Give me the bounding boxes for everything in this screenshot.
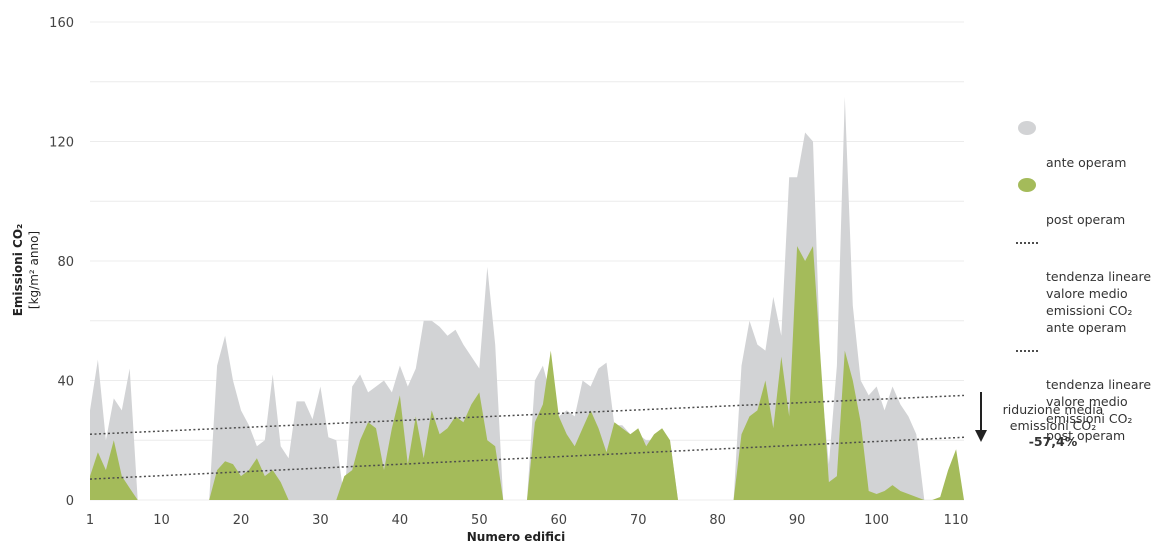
legend-label-trend-post: tendenza lineare valore medio emissioni … bbox=[1046, 377, 1152, 443]
x-tick-label: 80 bbox=[709, 513, 726, 528]
reduction-value: -57,4% bbox=[1028, 434, 1078, 449]
legend-label-post: post operam bbox=[1046, 212, 1126, 227]
x-tick-label: 30 bbox=[312, 513, 329, 528]
legend-item-post: post operam bbox=[1016, 177, 1167, 228]
y-tick-label: 160 bbox=[49, 16, 74, 31]
x-tick-label: 100 bbox=[864, 513, 889, 528]
y-tick-label: 0 bbox=[66, 494, 74, 509]
x-axis-title: Numero edifici bbox=[467, 530, 566, 544]
y-tick-label: 120 bbox=[49, 136, 74, 151]
trend-line-ante-operam bbox=[89, 394, 965, 436]
reduction-annotation: riduzione media emissioni CO₂ -57,4% bbox=[988, 386, 1118, 466]
x-tick-labels: 1 10 20 30 40 50 60 70 80 90 100 110 bbox=[86, 513, 969, 528]
trend-line-post-operam bbox=[89, 436, 965, 480]
legend: ante operam post operam tendenza lineare… bbox=[1016, 120, 1167, 450]
legend-item-trend-ante: tendenza lineare valore medio emissioni … bbox=[1016, 234, 1167, 336]
y-axis-title-group: Emissioni CO₂ [kg/m² anno] bbox=[11, 224, 41, 317]
x-tick-label: 90 bbox=[789, 513, 806, 528]
trend-lines bbox=[89, 394, 965, 480]
x-tick-label: 20 bbox=[233, 513, 250, 528]
y-tick-label: 80 bbox=[57, 255, 74, 270]
legend-label-ante: ante operam bbox=[1046, 155, 1127, 170]
legend-label-trend-ante: tendenza lineare valore medio emissioni … bbox=[1046, 269, 1152, 335]
x-tick-label: 40 bbox=[392, 513, 409, 528]
x-tick-label: 110 bbox=[944, 513, 969, 528]
legend-line-trend-ante bbox=[1016, 242, 1038, 244]
y-axis-unit: [kg/m² anno] bbox=[27, 231, 41, 309]
y-tick-labels: 0 40 80 120 160 bbox=[49, 16, 74, 509]
area-series bbox=[90, 96, 964, 500]
series-post-operam-area bbox=[90, 246, 964, 500]
legend-line-trend-post bbox=[1016, 350, 1038, 352]
x-tick-label: 60 bbox=[551, 513, 568, 528]
legend-item-ante: ante operam bbox=[1016, 120, 1167, 171]
y-axis-title: Emissioni CO₂ bbox=[11, 224, 25, 317]
reduction-text: riduzione media emissioni CO₂ bbox=[1002, 402, 1104, 433]
x-tick-label: 70 bbox=[630, 513, 647, 528]
legend-item-trend-post: tendenza lineare valore medio emissioni … bbox=[1016, 342, 1167, 444]
y-tick-label: 40 bbox=[57, 375, 74, 390]
reduction-arrow bbox=[975, 392, 987, 442]
x-tick-label: 50 bbox=[471, 513, 488, 528]
legend-swatch-post bbox=[1018, 178, 1036, 192]
series-ante-operam-area bbox=[90, 96, 964, 500]
x-tick-label: 10 bbox=[153, 513, 170, 528]
legend-swatch-ante bbox=[1018, 121, 1036, 135]
x-tick-label: 1 bbox=[86, 513, 94, 528]
